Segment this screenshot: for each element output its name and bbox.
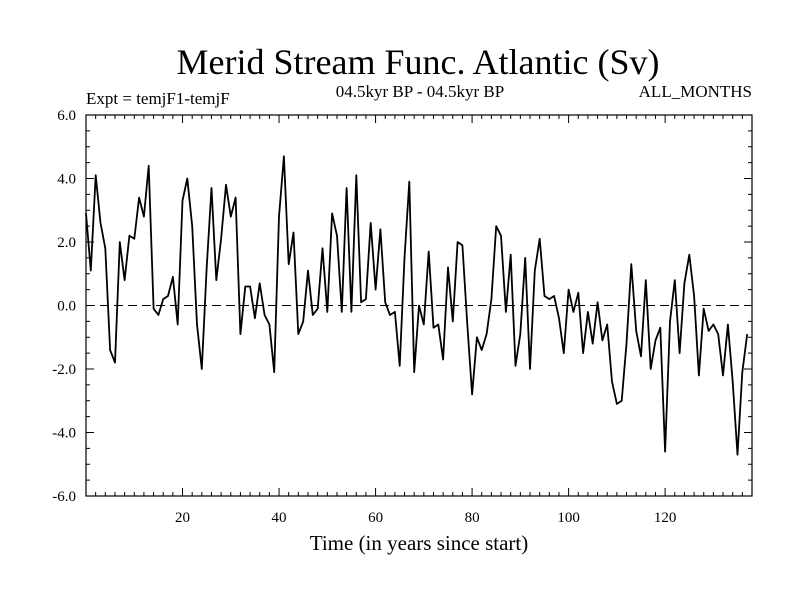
y-tick-label: 4.0: [57, 172, 76, 188]
x-tick-label: 100: [557, 510, 580, 526]
y-axis: -6.0 -4.0 -2.0 0.0 2.0 4.0 6.0: [52, 108, 752, 505]
period-label: 04.5kyr BP - 04.5kyr BP: [336, 82, 504, 101]
x-axis: 20 40 60 80 100 120: [95, 115, 743, 526]
x-tick-label: 60: [368, 510, 383, 526]
months-label: ALL_MONTHS: [639, 82, 752, 101]
chart-title: Merid Stream Func. Atlantic (Sv): [177, 42, 660, 82]
y-tick-label: 0.0: [57, 299, 76, 315]
y-tick-label: 2.0: [57, 235, 76, 251]
y-tick-label: -4.0: [52, 426, 76, 442]
y-tick-label: 6.0: [57, 108, 76, 124]
x-tick-label: 20: [175, 510, 190, 526]
series-line: [85, 155, 749, 456]
experiment-label: Expt = temjF1-temjF: [86, 89, 230, 108]
y-tick-label: -6.0: [52, 489, 76, 505]
x-tick-label: 80: [465, 510, 480, 526]
x-tick-label: 40: [272, 510, 287, 526]
y-tick-label: -2.0: [52, 362, 76, 378]
x-tick-label: 120: [654, 510, 677, 526]
x-axis-label: Time (in years since start): [310, 531, 529, 555]
